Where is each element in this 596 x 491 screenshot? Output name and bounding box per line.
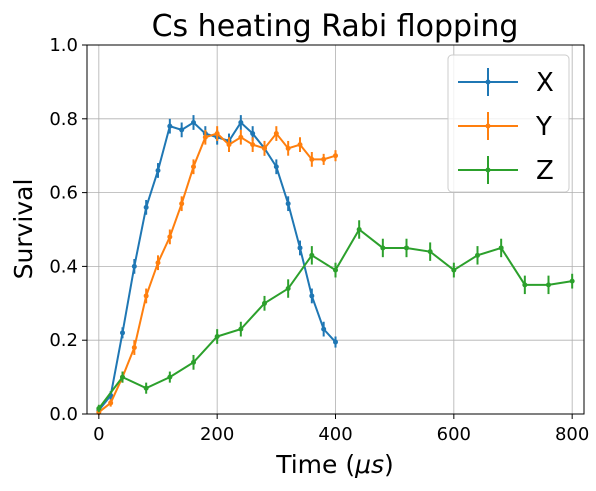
series-x-point [120,330,125,336]
series-y-point [226,142,232,148]
series-x-point [238,119,244,125]
y-tick-label: 0.8 [49,109,78,130]
series-y-point [262,145,267,151]
series-z-point [546,282,551,288]
series-y-point [309,156,315,162]
series-y-point [167,234,173,240]
legend-z-label: Z [536,156,554,186]
series-z-point [309,252,315,258]
series-x-point [250,131,256,137]
x-tick-label: 400 [318,424,352,445]
series-z-point [214,334,220,340]
chart-title: Cs heating Rabi flopping [152,9,519,44]
x-axis-ticks: 0 200 400 600 800 [93,414,589,445]
series-y-point [143,293,149,299]
series-z-point [380,245,386,251]
series-z-point [143,385,149,391]
legend-z-marker [485,167,491,173]
x-axis-label-main: Time ( [275,450,355,479]
series-z-point [498,245,504,251]
series-z-point [569,278,575,284]
series-x-point [143,204,149,210]
series-y-point [333,153,338,159]
series-x-point [297,245,303,251]
y-axis-ticks: 0.0 0.2 0.4 0.6 0.8 1.0 [49,35,87,425]
x-axis-label-close: ) [384,450,394,479]
series-y-point [273,131,279,137]
legend-box [447,54,570,193]
legend-y-label: Y [535,112,552,142]
series-z-point [191,359,196,365]
series-x-point [155,167,161,173]
series-y-point [214,131,220,137]
series-z-point [120,374,125,380]
series-z-point [333,267,338,273]
series-y-point [191,164,196,170]
series-z-point [451,267,457,273]
series-y-point [131,345,137,351]
series-z-point [96,405,102,411]
legend-y-marker [485,123,491,129]
legend-x-marker [485,79,491,85]
series-z-point [238,326,244,332]
series-x-point [131,263,137,269]
series-y-point [108,400,114,406]
x-tick-label: 0 [93,424,104,445]
y-tick-label: 1.0 [49,35,78,56]
series-x-point [285,201,291,207]
y-tick-label: 0.6 [49,183,78,204]
series-x-point [273,164,279,170]
series-layer [96,115,575,416]
y-tick-label: 0.4 [49,256,78,277]
x-tick-label: 800 [555,424,589,445]
series-x-point [191,119,196,125]
series-x-point [167,123,173,129]
series-y-point [179,201,185,207]
series-y-point [297,142,303,148]
series-y-point [155,260,161,266]
series-x-point [333,339,338,345]
series-y-point [202,134,208,140]
series-z [96,220,575,413]
series-y-point [238,134,244,140]
x-tick-label: 600 [437,424,471,445]
series-z-point [167,374,173,380]
legend: XYZ [447,54,570,193]
x-axis-label: Time (μs) [275,450,394,479]
series-z-point [356,227,362,232]
series-x-point [321,326,327,332]
y-axis-label: Survival [9,179,38,280]
series-y-point [285,145,291,151]
x-axis-label-unit: μs [354,450,384,479]
series-x-point [179,127,185,133]
series-z-point [427,249,433,255]
series-y-point [250,142,256,148]
series-z-point [475,252,480,258]
series-z-point [285,286,291,292]
y-tick-label: 0.0 [49,404,78,425]
series-x-point [309,293,315,299]
x-tick-label: 200 [200,424,234,445]
legend-x-label: X [536,68,554,98]
series-z-point [404,245,409,251]
series-z-point [262,300,267,306]
series-y-point [321,156,327,162]
y-tick-label: 0.2 [49,330,78,351]
series-z-point [522,282,528,288]
